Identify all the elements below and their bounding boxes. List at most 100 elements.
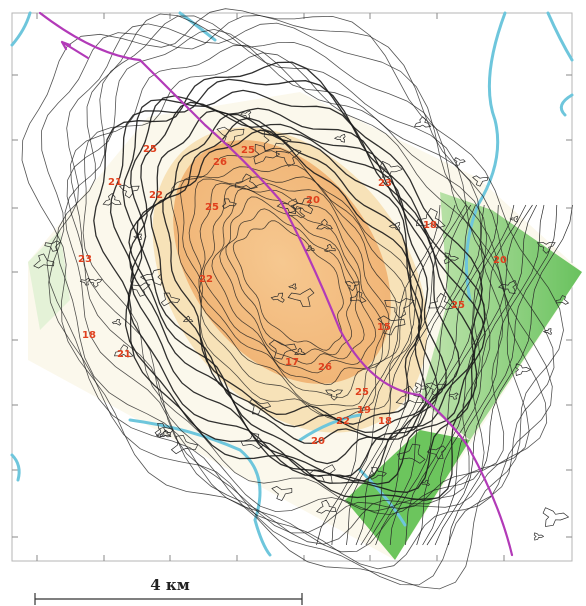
contour-line-green [316,204,441,546]
contour-squiggle [288,283,297,290]
contour-line-green [365,204,485,546]
contour-squiggle [240,433,264,450]
contour-line [128,101,461,478]
contour-squiggle [555,295,570,305]
contour-line [46,22,553,570]
contour-squiggle [388,221,401,231]
contour-squiggle [316,218,333,230]
value-label: 21 [108,177,122,188]
contour-squiggle [182,315,194,323]
contour-line-green [448,204,573,546]
value-label: 25 [143,144,157,155]
contour-line [180,164,407,417]
contour-squiggle [305,245,315,252]
contour-squiggle [333,133,346,143]
contour-line-green [375,204,499,546]
contour-noise [33,110,573,546]
contour-squiggle [133,233,142,241]
contour-squiggle [102,193,122,206]
contour-squiggle [294,347,306,355]
contour-squiggle [276,198,298,215]
value-label: 15 [377,322,391,333]
contour-squiggle [130,282,151,297]
contour-squiggle [290,197,314,215]
contour-squiggle [221,198,237,209]
contour-squiggle [369,466,387,480]
rivers [10,11,574,557]
contour-squiggle [234,173,258,190]
value-label: 22 [149,190,163,201]
contour-line [64,15,530,545]
contour-line [232,220,344,351]
river-east-2 [559,93,574,117]
value-label: 23 [378,178,392,189]
contour-squiggle [118,184,140,199]
contour-line [225,208,353,356]
contour-squiggle [271,486,293,502]
contour-squiggle [287,288,315,307]
contour-line [93,61,483,501]
road-arrow [60,40,90,60]
contour-line [162,129,421,425]
contour-squiggle [288,206,306,219]
contour-squiggle [154,422,174,437]
contour-squiggle [380,160,403,178]
value-label: 19 [357,405,371,416]
contour-squiggle [316,499,336,514]
contour-squiggle [533,532,544,541]
river-northeast [464,11,507,302]
contour-squiggle [159,429,172,438]
value-label: 25 [451,300,465,311]
river-northwest [10,11,32,47]
contour-squiggle [542,328,552,335]
contour-squiggle [443,252,459,265]
contour-line [188,176,398,407]
value-label: 26 [213,157,227,168]
contour-line [55,13,548,553]
contour-squiggle [308,464,336,484]
contour-squiggle [542,507,569,527]
contour-squiggle [515,363,531,376]
contour-line-green [405,204,527,546]
value-label: 18 [423,220,437,231]
value-label: 26 [318,362,332,373]
contour-squiggle [155,426,171,438]
contour-line-green [426,204,545,546]
contour-line-green [422,204,538,546]
contour-line-green [434,204,558,546]
frame-ticks [12,13,572,561]
contour-line [41,15,555,586]
river-west [10,453,21,482]
contour-line [82,52,485,512]
contour-squiggle [397,443,426,464]
contour-squiggle [216,126,245,147]
value-label: 20 [311,436,325,447]
contour-line [130,95,476,482]
contour-squiggle [428,292,454,310]
contour-squiggle [139,268,163,286]
value-label: 21 [117,349,131,360]
value-label: 18 [378,416,392,427]
contour-line [219,196,365,365]
contour-line [211,188,377,374]
contour-squiggle [114,344,134,358]
value-label: 23 [78,254,92,265]
contour-squiggle [268,339,297,360]
contour-line-green [389,204,515,546]
value-label: 20 [493,255,507,266]
contour-squiggle [344,281,360,292]
contour-line [122,89,486,485]
contour-squiggle [323,243,336,253]
river-south-center [298,413,362,442]
contour-line [70,44,491,516]
road [38,11,514,557]
contour-line [21,8,564,590]
contour-line [66,28,505,534]
contour-line [109,78,486,493]
contour-squiggle [88,278,103,288]
contour-squiggle [377,315,406,336]
contour-squiggle [454,157,466,166]
contour-squiggle [270,292,285,303]
value-label: 17 [285,357,299,368]
